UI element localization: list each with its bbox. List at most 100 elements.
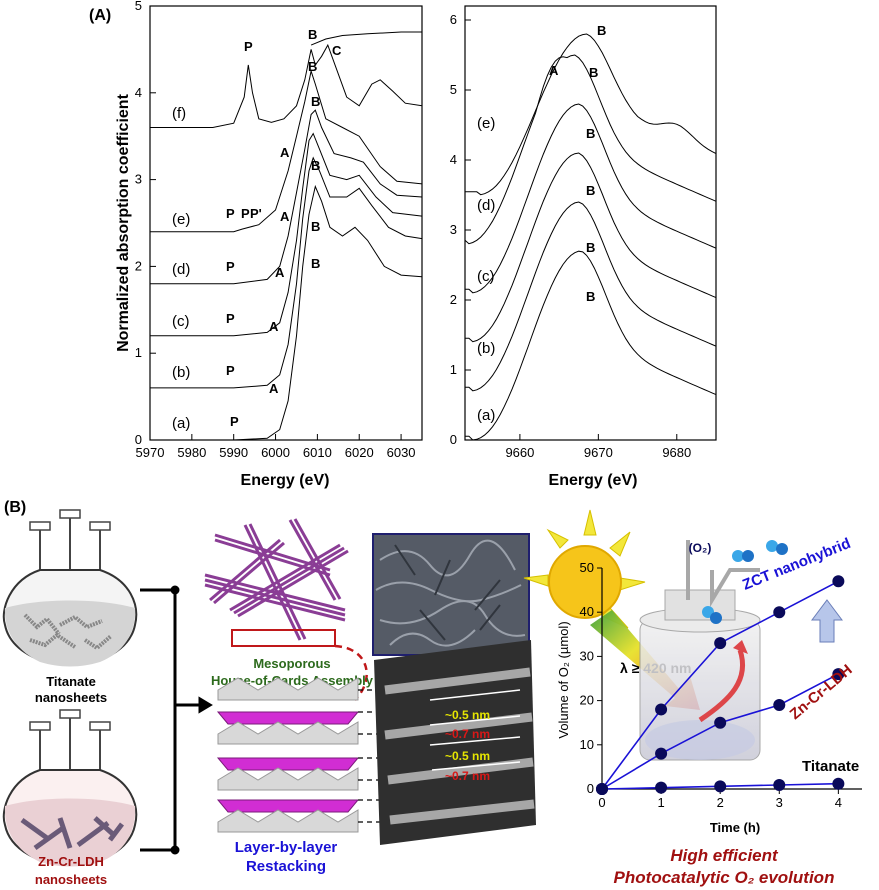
annot-b-b: B (311, 256, 320, 271)
o2-point (655, 781, 668, 794)
right-curve-label-d: (d) (477, 197, 495, 214)
layer-stack-illustration (216, 677, 430, 833)
right-x-axis-label: Energy (eV) (549, 472, 638, 489)
o2-y-axis-label: Volume of O₂ (µmol) (556, 621, 571, 738)
annot-p-e: P (226, 206, 235, 221)
o2-point (773, 699, 786, 712)
spacing-4: ~0.7 nm (445, 769, 490, 783)
annot-b-c: B (311, 219, 320, 234)
annot-b-e: B (311, 94, 320, 109)
o2-molecules-icon (702, 540, 788, 624)
rannot-b-c: B (586, 183, 595, 198)
annot-pprime-e-1: P (241, 206, 250, 221)
right-curve-(d) (465, 103, 717, 294)
sem-image (372, 533, 530, 656)
annot-a-b: A (269, 381, 279, 396)
left-curve-1 (150, 156, 423, 389)
left-y-tick-label: 0 (135, 432, 142, 447)
left-curve-4 (150, 69, 423, 233)
annot-a-c: A (269, 319, 279, 334)
rannot-b-e: B (589, 65, 598, 80)
o2-point (714, 716, 727, 729)
zoom-arrow (334, 644, 368, 701)
right-curve-(c) (465, 152, 717, 343)
right-y-tick-label: 6 (450, 12, 457, 27)
left-chart-frame (149, 5, 423, 441)
rannot-b-f: B (597, 23, 606, 38)
panel-b-label: (B) (4, 499, 26, 516)
annot-p-a: P (230, 414, 239, 429)
right-curve-label-e: (e) (477, 115, 495, 132)
annot-p-d: P (226, 259, 235, 274)
right-curve-label-b: (b) (477, 340, 495, 357)
rannot-b-d: B (586, 126, 595, 141)
annot-p-c: P (226, 311, 235, 326)
assembly-label-1: Mesoporous (253, 656, 330, 671)
o2-point (832, 575, 845, 588)
left-curve-label-c: (c) (172, 313, 190, 330)
o2-point (832, 777, 845, 790)
left-curve-0 (150, 184, 423, 441)
restack-label-1: Layer-by-layer (235, 839, 338, 856)
annot-b-top: B (308, 27, 317, 42)
left-curve-label-d: (d) (172, 261, 190, 278)
left-curve-label-f: (f) (172, 105, 186, 122)
right-curve-(a) (465, 250, 717, 441)
spacing-2: ~0.7 nm (445, 727, 490, 741)
left-y-tick-label: 2 (135, 258, 142, 273)
o2-label: (O₂) (689, 541, 712, 555)
flask-bottom-label-1: Zn-Cr-LDH (38, 854, 104, 869)
o2-point (655, 703, 668, 716)
left-curve-label-b: (b) (172, 364, 190, 381)
left-x-tick-label: 6010 (303, 445, 332, 460)
right-y-tick-label: 3 (450, 222, 457, 237)
o2-y-tick-label: 40 (580, 604, 594, 619)
left-x-tick-label: 6020 (345, 445, 374, 460)
right-chart-frame (464, 5, 717, 441)
annot-c-f: C (332, 43, 342, 58)
right-y-tick-label: 2 (450, 292, 457, 307)
o2-y-tick-label: 10 (580, 737, 594, 752)
right-y-tick-label: 4 (450, 152, 457, 167)
o2-x-tick-label: 2 (717, 795, 724, 810)
right-y-tick-label: 5 (450, 82, 457, 97)
merge-bracket (140, 585, 213, 855)
right-curve-label-a: (a) (477, 407, 495, 424)
right-y-tick-label: 1 (450, 362, 457, 377)
o2-x-tick-label: 3 (776, 795, 783, 810)
annot-a-d: A (275, 265, 285, 280)
left-y-tick-label: 3 (135, 172, 142, 187)
flask-top-label-2: nanosheets (35, 690, 107, 705)
panel-a-label: (A) (89, 7, 111, 24)
flask-top-label-1: Titanate (46, 674, 96, 689)
zoom-box (231, 629, 336, 647)
o2-y-tick-label: 0 (587, 781, 594, 796)
left-curve-label-a: (a) (172, 415, 190, 432)
tem-image (374, 640, 536, 845)
right-curve-(b) (465, 201, 717, 392)
o2-y-tick-label: 30 (580, 648, 594, 663)
reactor-illustration (639, 540, 761, 761)
right-x-tick-label: 9660 (505, 445, 534, 460)
right-y-tick-label: 0 (450, 432, 457, 447)
o2-y-tick-label: 20 (580, 693, 594, 708)
o2-x-tick-label: 1 (657, 795, 664, 810)
spacing-1: ~0.5 nm (445, 708, 490, 722)
o2-point (773, 779, 786, 792)
o2-point (832, 668, 845, 681)
o2-point (596, 783, 608, 795)
right-curve-(e) (464, 54, 717, 245)
o2-x-tick-label: 0 (598, 795, 605, 810)
o2-point (714, 780, 727, 793)
rannot-b-a: B (586, 289, 595, 304)
sun-icon (523, 509, 646, 629)
left-x-tick-label: 5970 (136, 445, 165, 460)
left-xanes-chart: 5970 5980 5990 6000 6010 6020 6030 0 1 2 3 4 5 Energ… (115, 0, 423, 489)
o2-point (773, 606, 786, 619)
spacing-3: ~0.5 nm (445, 749, 490, 763)
left-x-tick-label: 6000 (261, 445, 290, 460)
left-x-tick-label: 6030 (387, 445, 416, 460)
left-x-tick-label: 5980 (177, 445, 206, 460)
annot-b-d: B (311, 158, 320, 173)
